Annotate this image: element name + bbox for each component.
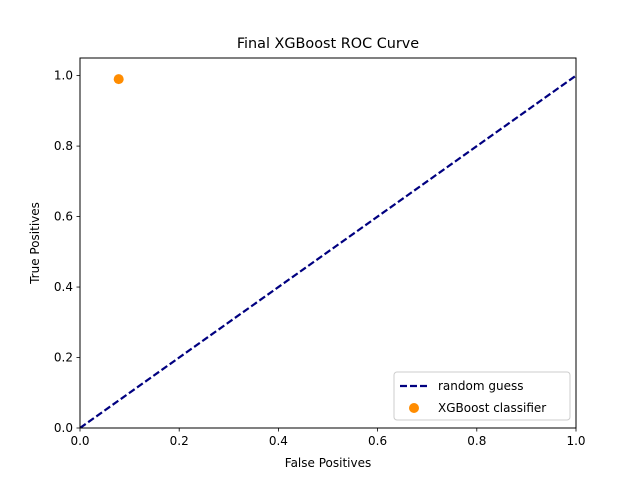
plot-area <box>80 74 576 428</box>
legend-label-random-guess: random guess <box>438 379 523 393</box>
legend-label-xgboost-classifier: XGBoost classifier <box>438 401 546 415</box>
y-tick-label: 0.2 <box>54 351 73 365</box>
legend-box <box>393 371 571 421</box>
y-tick-label: 0.0 <box>54 421 73 435</box>
y-tick-label: 0.4 <box>54 280 73 294</box>
y-tick-label: 0.8 <box>54 139 73 153</box>
x-tick-label: 0.4 <box>269 434 288 448</box>
series-line-random-guess <box>80 74 576 428</box>
x-tick-label: 1.0 <box>566 434 585 448</box>
legend-swatch-xgboost-classifier <box>409 403 419 413</box>
y-tick-label: 1.0 <box>54 69 73 83</box>
y-axis-title: True Positives <box>28 202 42 285</box>
chart-title: Final XGBoost ROC Curve <box>237 36 419 52</box>
y-tick-label: 0.6 <box>54 210 73 224</box>
x-tick-label: 0.8 <box>467 434 486 448</box>
scatter-point-xgboost-classifier <box>113 74 124 85</box>
axes-frame <box>79 57 577 429</box>
y-axis-ticks: 0.0 0.2 0.4 0.6 0.8 1.0 <box>54 69 80 435</box>
series-layer <box>80 74 576 428</box>
x-axis-title: False Positives <box>285 456 371 470</box>
x-tick-label: 0.2 <box>170 434 189 448</box>
x-tick-label: 0.6 <box>368 434 387 448</box>
x-axis-ticks: 0.0 0.2 0.4 0.6 0.8 1.0 <box>70 428 586 448</box>
x-tick-label: 0.0 <box>70 434 89 448</box>
legend: random guess XGBoost classifier <box>393 371 571 421</box>
